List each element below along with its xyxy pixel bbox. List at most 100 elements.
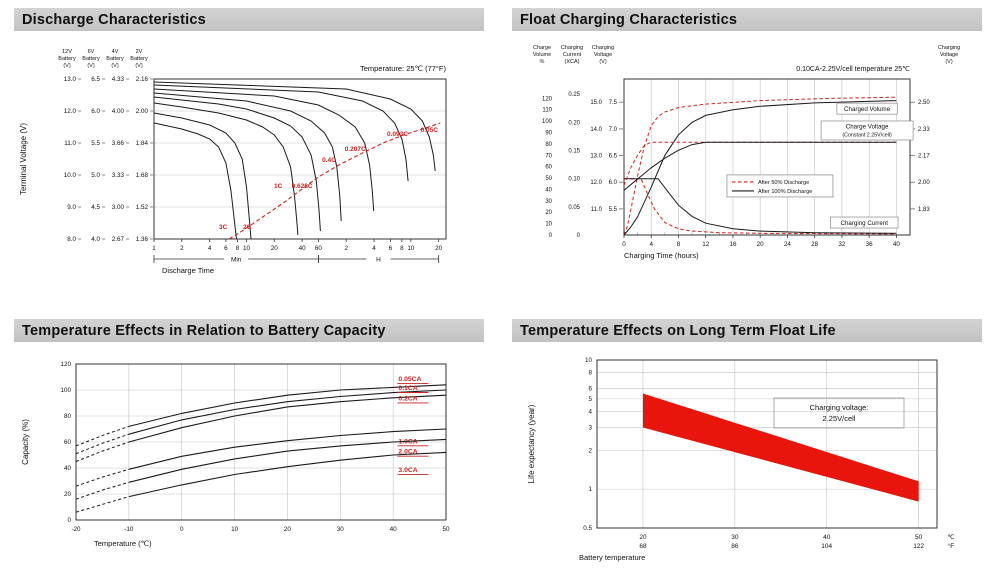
y-tick-label: 15.0: [590, 100, 602, 106]
y-axis-title: Capacity (%): [21, 419, 30, 465]
axis-header: Charging: [592, 45, 614, 51]
y-tick-label: 120: [542, 96, 553, 102]
curve-2.0CA: [128, 438, 447, 483]
panel-temperature-float-life: Temperature Effects on Long Term Float L…: [512, 319, 982, 580]
float-charging-chart: ChargeVolume%ChargingCurrent(XCA)Chargin…: [533, 45, 960, 260]
y-tick-label: 12.0: [64, 108, 77, 115]
y-tick-label: 0.25: [568, 92, 580, 98]
x-tick-label: 20: [271, 245, 279, 252]
axis-header: 12V: [62, 49, 72, 55]
y-tick-label: 10: [545, 222, 552, 228]
series-label-0.2CA: 0.2CA: [398, 395, 417, 402]
x-tick-label: 60: [315, 245, 323, 252]
legend-label: After 50% Discharge: [758, 180, 809, 186]
curve-0.05CA: [128, 384, 447, 427]
x-tick-label: 10: [407, 245, 415, 252]
plot-border: [596, 359, 938, 529]
y-tick-label: 2: [588, 447, 592, 454]
y-tick-label: 100: [542, 119, 553, 125]
discharge-characteristics-chart: 12VBattery(V)13.012.011.010.09.08.06VBat…: [19, 49, 447, 275]
x-tick-label: 20: [284, 526, 292, 533]
y-tick-label: 10.0: [64, 172, 77, 179]
y-tick-label: 9.0: [67, 204, 76, 211]
annotation-box: [773, 397, 905, 429]
curve-3C: [153, 122, 237, 240]
axis-header: (V): [87, 63, 95, 69]
axis-header: Voltage: [594, 52, 612, 58]
panel-discharge-characteristics: Discharge Characteristics 12V Battery (V) 1…: [14, 8, 484, 309]
y-tick-label: 2.67: [112, 236, 125, 243]
curve-2.0CA-extrapolated: [75, 481, 130, 500]
x-tick-label: -20: [71, 526, 81, 533]
axis-header: Volume: [533, 52, 551, 58]
chart-label: Charge Voltage: [846, 123, 889, 130]
x-tick-label: 20: [435, 245, 443, 252]
axis-header: (XCA): [565, 59, 580, 65]
y-tick-label: 80: [64, 413, 72, 420]
x-span-label: H: [376, 256, 381, 263]
section-title-temperature-capacity: Temperature Effects in Relation to Batte…: [22, 322, 386, 339]
x-tick-label: -10: [124, 526, 134, 533]
y-tick-label: 0: [549, 233, 553, 239]
y-tick-label: 3: [588, 425, 592, 432]
y-tick-label: 30: [545, 199, 552, 205]
curve-0.1CA-extrapolated: [75, 433, 130, 455]
curve-0.4C: [153, 92, 342, 222]
y-tick-label: 40: [64, 465, 72, 472]
x-tick-label: 10: [231, 526, 239, 533]
curve-charge-voltage-50: [623, 141, 897, 186]
y-tick-label: 4.5: [91, 204, 100, 211]
y-tick-label: 2.00: [918, 180, 930, 186]
y-tick-label: 110: [542, 108, 552, 114]
panel-temperature-capacity: Temperature Effects in Relation to Batte…: [14, 319, 484, 580]
legend-label: After 100% Discharge: [758, 189, 812, 195]
curve-1C: [153, 102, 299, 236]
curve-2C: [153, 112, 252, 240]
y-tick-label: 0: [577, 233, 581, 239]
y-tick-label: 5.5: [91, 140, 100, 147]
y-tick-label: 6.5: [609, 153, 618, 159]
axis-header: (V): [599, 59, 607, 65]
chart-annotation: Temperature: 25℃ (77°F): [360, 64, 447, 73]
y-tick-label: 3.66: [112, 140, 125, 147]
x-axis-title: Discharge Time: [162, 266, 214, 275]
y-tick-label: 4.00: [112, 108, 125, 115]
y-tick-label: 8: [588, 370, 592, 377]
axis-header: Battery: [58, 56, 76, 62]
x-tick-label: 0: [180, 526, 184, 533]
annotation-line: Charging voltage:: [810, 403, 869, 412]
y-tick-label: 2.17: [918, 153, 930, 159]
y-tick-label: 14.0: [590, 127, 602, 133]
x-tick-label-fahrenheit: 68: [639, 543, 647, 550]
annotation-line: 2.25V/cell: [823, 414, 856, 423]
x-tick-label-celsius: 20: [639, 534, 647, 541]
axis-header: Battery: [130, 56, 148, 62]
y-tick-label: 7.5: [609, 100, 618, 106]
series-label-0.093C: 0.093C: [387, 131, 408, 138]
y-tick-label: 100: [60, 387, 71, 394]
section-title-temperature-float-life: Temperature Effects on Long Term Float L…: [520, 322, 836, 339]
y-tick-label: 0.10: [568, 177, 580, 183]
plot-border: [623, 78, 911, 236]
x-unit-fahrenheit: °F: [948, 542, 955, 550]
label-box: [820, 120, 914, 141]
cutoff-voltage-line: [228, 122, 441, 240]
curve-charged-volume-100: [623, 100, 897, 236]
x-unit-celsius: ℃: [947, 534, 955, 541]
y-tick-label: 4: [588, 408, 592, 415]
y-tick-label: 0.5: [583, 525, 592, 532]
x-axis-title: Temperature (℃): [94, 539, 152, 548]
axis-header: (V): [63, 63, 71, 69]
section-header-discharge: Discharge Characteristics: [14, 8, 484, 31]
y-tick-label: 70: [545, 153, 552, 159]
plot-border: [75, 363, 447, 521]
y-tick-label: 11.0: [591, 207, 603, 213]
life-expectancy-band: [642, 393, 919, 502]
y-tick-label: 1.68: [136, 172, 149, 179]
x-tick-label: 8: [677, 241, 681, 248]
y-tick-label: 7.0: [609, 127, 618, 133]
x-tick-label: 6: [389, 245, 393, 252]
x-tick-label: 8: [236, 245, 240, 252]
y-tick-label: 6: [588, 386, 592, 393]
series-label-2.0CA: 2.0CA: [398, 449, 417, 456]
